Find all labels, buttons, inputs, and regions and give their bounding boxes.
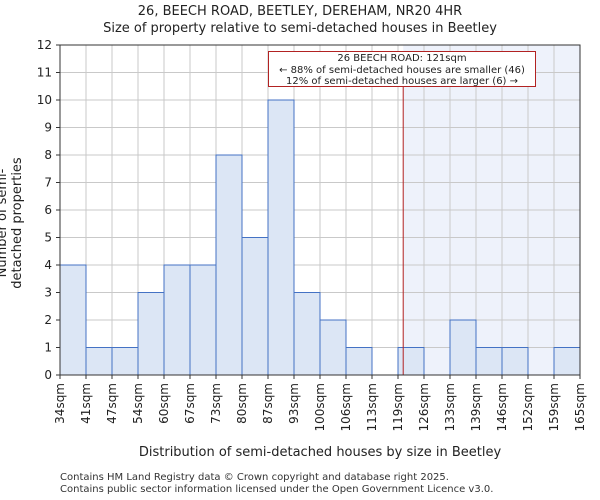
- annotation-title: 26 BEECH ROAD: 121sqm: [337, 53, 467, 64]
- x-tick-label: 54sqm: [131, 383, 145, 424]
- histogram-bar: [137, 292, 165, 376]
- x-tick-label: 139sqm: [469, 383, 483, 431]
- x-tick-label: 80sqm: [235, 383, 249, 424]
- y-tick-label: 11: [37, 66, 52, 80]
- histogram-bar: [319, 319, 347, 376]
- x-tick-label: 73sqm: [209, 383, 223, 424]
- histogram-bar: [345, 347, 373, 376]
- y-tick-label: 10: [37, 93, 52, 107]
- footer-licence: Contains public sector information licen…: [60, 484, 494, 495]
- histogram-bar: [111, 347, 139, 376]
- y-tick-label: 0: [44, 368, 52, 382]
- histogram-bar: [397, 347, 425, 376]
- x-tick-label: 113sqm: [365, 383, 379, 431]
- y-tick-label: 8: [44, 148, 52, 162]
- y-axis-label: Number of semi-detached properties: [0, 157, 25, 289]
- y-tick-label: 9: [44, 121, 52, 135]
- x-tick-label: 106sqm: [339, 383, 353, 431]
- annotation-box: 26 BEECH ROAD: 121sqm ← 88% of semi-deta…: [268, 51, 536, 87]
- annotation-smaller: ← 88% of semi-detached houses are smalle…: [279, 64, 525, 76]
- x-tick-label: 67sqm: [183, 383, 197, 424]
- x-tick-label: 152sqm: [521, 383, 535, 431]
- y-tick-label: 12: [37, 38, 52, 52]
- histogram-bar: [59, 264, 87, 376]
- y-tick-label: 6: [44, 203, 52, 217]
- histogram-bar: [215, 154, 243, 376]
- x-tick-label: 34sqm: [53, 383, 67, 424]
- histogram-bar: [189, 264, 217, 376]
- x-tick-label: 93sqm: [287, 383, 301, 424]
- x-tick-label: 87sqm: [261, 383, 275, 424]
- x-tick-label: 126sqm: [417, 383, 431, 431]
- x-tick-label: 47sqm: [105, 383, 119, 424]
- x-tick-label: 41sqm: [79, 383, 93, 424]
- y-tick-label: 2: [44, 313, 52, 327]
- histogram-bar: [85, 347, 113, 376]
- histogram-bar: [293, 292, 321, 376]
- histogram-bar: [553, 347, 581, 376]
- x-tick-label: 133sqm: [443, 383, 457, 431]
- x-tick-label: 100sqm: [313, 383, 327, 431]
- chart-title-address: 26, BEECH ROAD, BEETLEY, DEREHAM, NR20 4…: [137, 4, 463, 19]
- y-tick-label: 7: [44, 176, 52, 190]
- x-tick-label: 146sqm: [495, 383, 509, 431]
- histogram-bar: [449, 319, 477, 376]
- x-tick-label: 119sqm: [391, 383, 405, 431]
- histogram-bar: [267, 99, 295, 376]
- x-axis-label: Distribution of semi-detached houses by …: [138, 445, 502, 460]
- histogram-bar: [241, 237, 269, 376]
- y-tick-label: 4: [44, 258, 52, 272]
- y-tick-label: 1: [44, 341, 52, 355]
- histogram-bar: [501, 347, 529, 376]
- footer-copyright: Contains HM Land Registry data © Crown c…: [60, 472, 449, 483]
- y-tick-label: 3: [44, 286, 52, 300]
- histogram-bar: [475, 347, 503, 376]
- y-tick-label: 5: [44, 231, 52, 245]
- annotation-larger: 12% of semi-detached houses are larger (…: [285, 76, 519, 87]
- histogram-bar: [163, 264, 191, 376]
- x-tick-label: 159sqm: [547, 383, 561, 431]
- x-tick-label: 165sqm: [573, 383, 587, 431]
- x-tick-label: 60sqm: [157, 383, 171, 424]
- chart-title: Size of property relative to semi-detach…: [103, 21, 497, 36]
